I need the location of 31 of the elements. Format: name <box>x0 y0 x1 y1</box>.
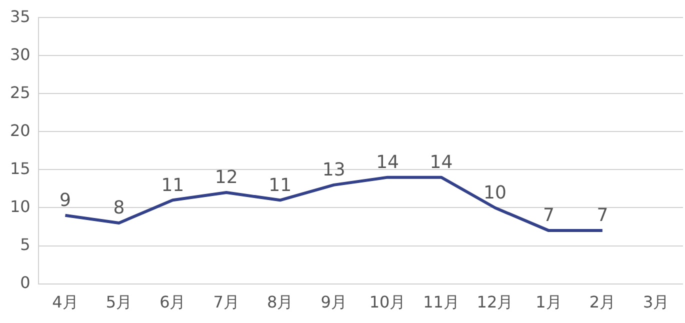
x-tick-label: 10月 <box>369 292 406 312</box>
y-tick-label: 15 <box>10 158 30 178</box>
x-tick-label: 6月 <box>160 292 186 312</box>
y-tick-label: 20 <box>10 120 30 140</box>
y-tick-label: 30 <box>10 44 30 64</box>
data-label: 10 <box>484 182 506 204</box>
y-tick-label: 25 <box>10 82 30 102</box>
data-label: 14 <box>376 152 399 173</box>
x-tick-label: 5月 <box>106 292 132 312</box>
data-label: 12 <box>214 167 238 188</box>
data-label: 9 <box>59 190 71 212</box>
x-tick-label: 3月 <box>643 292 670 312</box>
x-tick-label: 12月 <box>476 292 514 312</box>
x-tick-label: 4月 <box>52 292 78 312</box>
y-tick-label: 0 <box>20 272 30 292</box>
y-tick-label: 10 <box>10 196 30 216</box>
y-tick-label: 35 <box>10 6 30 26</box>
y-tick-label: 5 <box>20 234 30 254</box>
data-label: 7 <box>542 205 554 226</box>
x-tick-label: 11月 <box>423 292 460 312</box>
data-label: 11 <box>268 174 292 196</box>
data-label: 13 <box>322 160 346 181</box>
x-tick-label: 8月 <box>267 292 294 312</box>
x-tick-label: 2月 <box>589 292 616 312</box>
data-label: 7 <box>596 205 608 226</box>
x-tick-label: 9月 <box>320 292 347 312</box>
x-tick-label: 1月 <box>536 292 562 312</box>
data-label: 11 <box>161 174 184 196</box>
data-label: 14 <box>430 152 453 173</box>
x-tick-label: 7月 <box>213 292 240 312</box>
data-label: 8 <box>113 198 125 219</box>
